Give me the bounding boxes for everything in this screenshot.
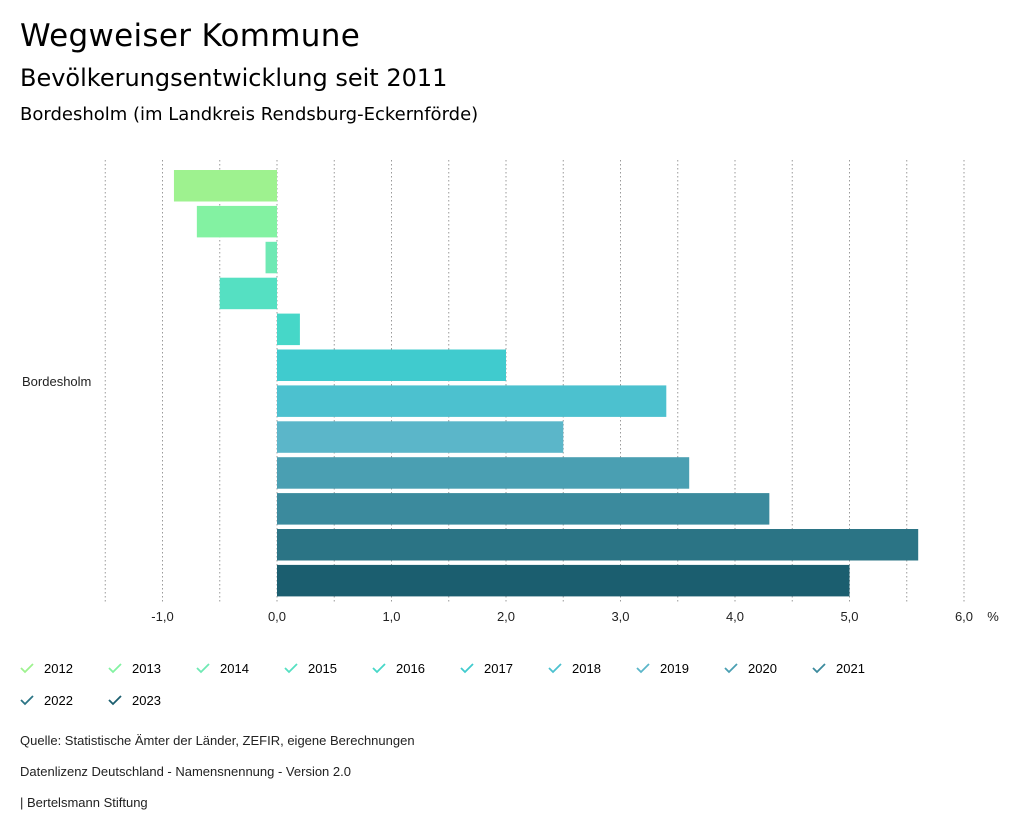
legend-label: 2013 bbox=[132, 660, 161, 676]
bar-2018 bbox=[277, 385, 667, 417]
legend-item-2014[interactable]: 2014 bbox=[196, 656, 249, 680]
bar-2015 bbox=[219, 277, 277, 310]
legend-item-2019[interactable]: 2019 bbox=[636, 656, 689, 680]
bar-2013 bbox=[196, 205, 277, 238]
legend-label: 2017 bbox=[484, 660, 513, 676]
check-icon bbox=[196, 663, 210, 674]
legend-label: 2015 bbox=[308, 660, 337, 676]
region-label: Bordesholm (im Landkreis Rendsburg-Ecker… bbox=[20, 104, 479, 125]
legend-item-2013[interactable]: 2013 bbox=[108, 656, 161, 680]
tick-label: 6,0 bbox=[955, 609, 973, 624]
tick-label: 4,0 bbox=[726, 609, 744, 624]
check-icon bbox=[108, 695, 122, 706]
brand-note[interactable]: | Bertelsmann Stiftung bbox=[20, 795, 148, 810]
unit-label: % bbox=[987, 609, 999, 624]
legend-label: 2014 bbox=[220, 660, 249, 676]
bar-2017 bbox=[277, 349, 506, 381]
legend-item-2020[interactable]: 2020 bbox=[724, 656, 777, 680]
legend-label: 2016 bbox=[396, 660, 425, 676]
tick-label: 0,0 bbox=[268, 609, 286, 624]
chart-subtitle: Bevölkerungsentwicklung seit 2011 bbox=[20, 64, 448, 92]
bar-2016 bbox=[277, 313, 300, 346]
tick-label: -1,0 bbox=[151, 609, 173, 624]
legend-item-2015[interactable]: 2015 bbox=[284, 656, 337, 680]
legend-item-2021[interactable]: 2021 bbox=[812, 656, 865, 680]
legend-item-2023[interactable]: 2023 bbox=[108, 688, 161, 712]
tick-label: 5,0 bbox=[840, 609, 858, 624]
bar-2021 bbox=[277, 493, 770, 525]
check-icon bbox=[724, 663, 738, 674]
legend-item-2018[interactable]: 2018 bbox=[548, 656, 601, 680]
check-icon bbox=[284, 663, 298, 674]
check-icon bbox=[372, 663, 386, 674]
legend-item-2016[interactable]: 2016 bbox=[372, 656, 425, 680]
legend-item-2017[interactable]: 2017 bbox=[460, 656, 513, 680]
check-icon bbox=[636, 663, 650, 674]
tick-label: 2,0 bbox=[497, 609, 515, 624]
legend-label: 2019 bbox=[660, 660, 689, 676]
bar-2014 bbox=[265, 241, 277, 274]
bar-2023 bbox=[277, 564, 850, 597]
bar-2012 bbox=[173, 170, 277, 202]
tick-label: 1,0 bbox=[382, 609, 400, 624]
bar-2022 bbox=[277, 529, 919, 561]
legend-label: 2018 bbox=[572, 660, 601, 676]
check-icon bbox=[20, 695, 34, 706]
check-icon bbox=[460, 663, 474, 674]
tick-label: 3,0 bbox=[611, 609, 629, 624]
license-note: Datenlizenz Deutschland - Namensnennung … bbox=[20, 764, 351, 779]
check-icon bbox=[548, 663, 562, 674]
legend-label: 2023 bbox=[132, 692, 161, 708]
check-icon bbox=[108, 663, 122, 674]
check-icon bbox=[812, 663, 826, 674]
legend-label: 2021 bbox=[836, 660, 865, 676]
legend-label: 2020 bbox=[748, 660, 777, 676]
page-title: Wegweiser Kommune bbox=[20, 18, 361, 54]
legend-item-2022[interactable]: 2022 bbox=[20, 688, 73, 712]
check-icon bbox=[20, 663, 34, 674]
bar-2019 bbox=[277, 421, 564, 453]
legend-label: 2012 bbox=[44, 660, 73, 676]
source-note: Quelle: Statistische Ämter der Länder, Z… bbox=[20, 733, 415, 748]
category-label: Bordesholm bbox=[22, 374, 91, 389]
legend-label: 2022 bbox=[44, 692, 73, 708]
bar-chart: Bordesholm -1,0 0,0 1,0 2,0 3,0 4,0 5,0 6,0% bbox=[22, 160, 999, 624]
legend-item-2012[interactable]: 2012 bbox=[20, 656, 73, 680]
bar-2020 bbox=[277, 457, 690, 489]
